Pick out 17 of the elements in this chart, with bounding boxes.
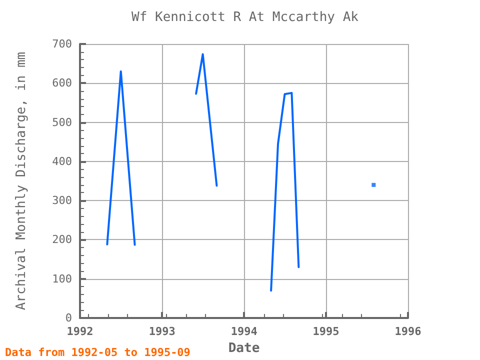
x-tick-label: 1996: [394, 325, 422, 338]
chart-title: Wf Kennicott R At Mccarthy Ak: [132, 10, 359, 25]
x-tick-label: 1992: [66, 325, 94, 338]
y-tick-label: 500: [52, 116, 72, 129]
y-tick-label: 100: [52, 272, 72, 286]
x-tick-label: 1995: [312, 325, 340, 338]
y-axis-title: Archival Monthly Discharge, in mm: [14, 52, 29, 310]
x-tick-label: 1994: [230, 325, 258, 338]
y-tick-label: 700: [52, 38, 72, 50]
y-tick-label: 0: [65, 312, 72, 324]
y-tick-label: 300: [52, 194, 72, 208]
y-tick-label: 200: [52, 233, 72, 246]
text: Data from 1992-05 to 1995-09: [5, 346, 190, 359]
y-tick-label: 600: [52, 76, 72, 90]
x-tick-label: 1993: [148, 325, 176, 338]
y-tick-label: 400: [52, 154, 72, 168]
x-axis-title: Date: [228, 340, 260, 356]
